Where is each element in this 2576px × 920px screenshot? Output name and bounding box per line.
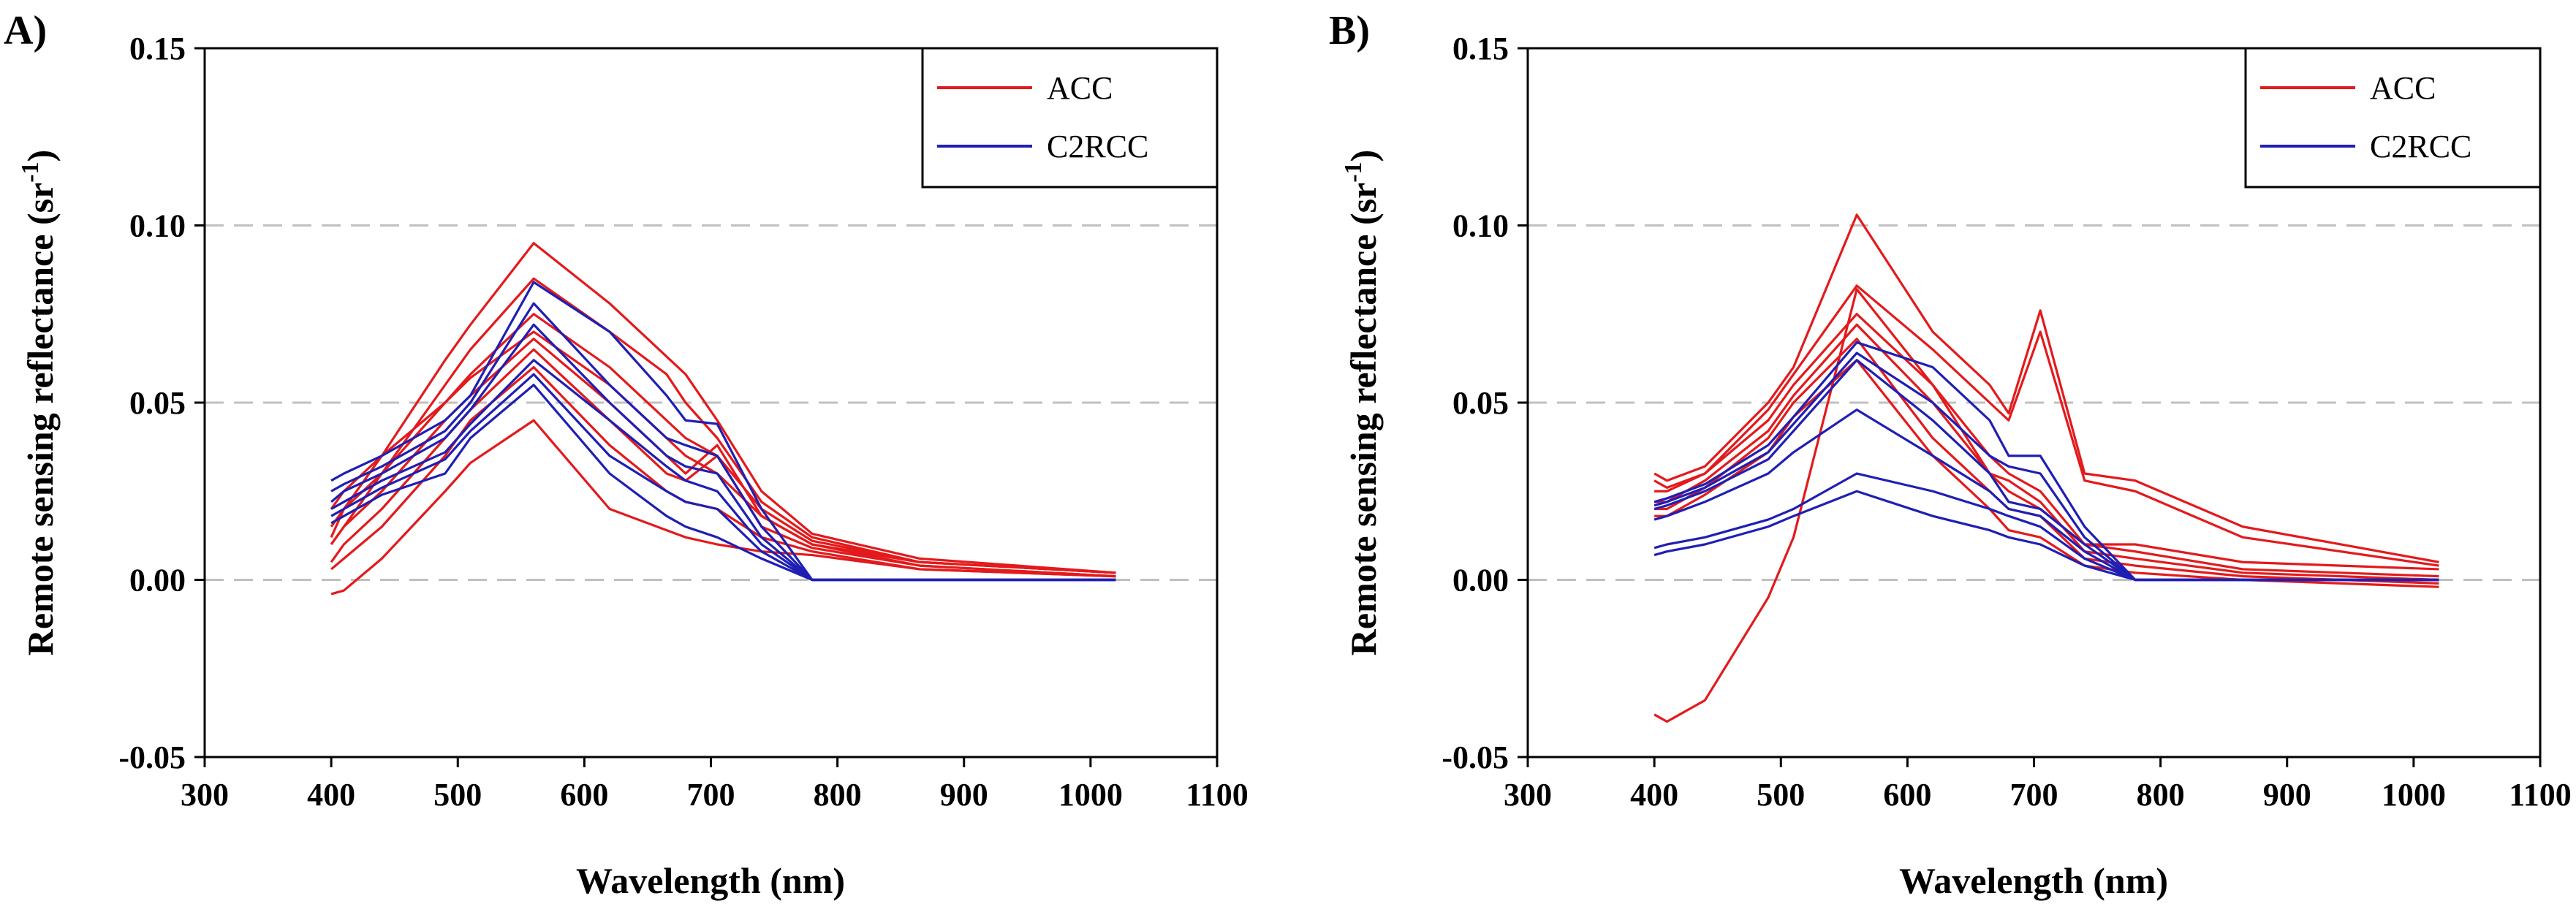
- chart-panel-a: A) 300 400 500 600 700 800 900 1000 1100 -0.05 0.0…: [4, 8, 1249, 901]
- y-tick-label: 0.05: [1452, 385, 1509, 421]
- axis-ticks: 300 400 500 600 700 800 900 1000 1100 -0.05 0.00 0.…: [118, 31, 1248, 813]
- series-line-c2rcc: [330, 281, 1116, 582]
- x-tick-label: 1000: [1058, 777, 1123, 813]
- y-axis-label-main: Remote sensing reflectance (sr: [20, 183, 61, 655]
- series-line-acc: [1654, 338, 2439, 585]
- x-tick-label: 700: [2010, 777, 2058, 813]
- y-axis-label-sup: -1: [17, 161, 44, 182]
- x-tick-label: 400: [307, 777, 355, 813]
- x-tick-label: 800: [2137, 777, 2185, 813]
- series-line-acc: [1653, 284, 2439, 567]
- panel-label: B): [1329, 8, 1370, 53]
- x-tick-label: 800: [814, 777, 862, 813]
- legend: ACC C2RCC: [921, 47, 1219, 189]
- series-line-acc: [1654, 359, 2439, 588]
- series-line-c2rcc: [330, 302, 1116, 582]
- x-tick-label: 900: [2263, 777, 2311, 813]
- legend-label-acc: ACC: [2370, 70, 2436, 106]
- panel-label: A): [4, 8, 47, 53]
- x-axis-label: Wavelength (nm): [1899, 860, 2168, 901]
- series-line-c2rcc: [1653, 341, 2439, 582]
- series-line-acc: [330, 277, 1116, 574]
- series-line-c2rcc: [330, 373, 1116, 582]
- y-tick-label: 0.10: [129, 208, 186, 244]
- series-line-acc: [330, 348, 1116, 578]
- y-tick-label: 0.00: [129, 563, 186, 598]
- series-lines: [330, 242, 1116, 596]
- series-line-c2rcc: [330, 384, 1116, 582]
- y-axis-label-close: ): [1343, 150, 1384, 162]
- axis-ticks: 300 400 500 600 700 800 900 1000 1100 -0.05 0.00 0.…: [1442, 31, 2571, 813]
- x-tick-label: 1000: [2382, 777, 2446, 813]
- y-axis-label-sup: -1: [1340, 161, 1367, 182]
- legend-box: [921, 47, 1219, 189]
- y-tick-label: -0.05: [1442, 740, 1509, 775]
- series-line-acc: [1654, 323, 2439, 582]
- x-tick-label: 300: [181, 777, 229, 813]
- y-axis-label: Remote sensing reflectance (sr-1): [1340, 150, 1384, 655]
- series-line-c2rcc: [1653, 490, 2439, 582]
- x-tick-label: 600: [560, 777, 608, 813]
- series-lines: [1653, 213, 2439, 723]
- legend-label-acc: ACC: [1047, 70, 1113, 106]
- x-tick-label: 900: [940, 777, 988, 813]
- series-line-acc: [330, 242, 1116, 574]
- y-tick-label: 0.00: [1452, 563, 1509, 598]
- gridlines: [205, 224, 1217, 581]
- x-tick-label: 400: [1630, 777, 1678, 813]
- series-line-acc: [330, 419, 1116, 596]
- chart-panel-b: B) 300 400 500 600 700 800 900 1000 1100 -0.05 0.0…: [1329, 8, 2572, 901]
- legend-box: [2244, 47, 2542, 189]
- y-tick-label: 0.10: [1452, 208, 1509, 244]
- x-tick-label: 1100: [2509, 777, 2572, 813]
- y-tick-label: 0.15: [129, 31, 186, 66]
- x-tick-label: 700: [687, 777, 735, 813]
- legend-label-c2rcc: C2RCC: [1047, 129, 1148, 164]
- series-line-acc: [1654, 313, 2439, 578]
- series-line-acc: [1653, 213, 2439, 563]
- y-tick-label: -0.05: [118, 740, 186, 775]
- x-axis-label: Wavelength (nm): [576, 860, 845, 901]
- x-tick-label: 500: [1757, 777, 1805, 813]
- x-tick-label: 600: [1883, 777, 1931, 813]
- gridlines: [1528, 224, 2540, 581]
- y-axis-label-close: ): [20, 150, 61, 162]
- legend-label-c2rcc: C2RCC: [2370, 129, 2471, 164]
- x-tick-label: 300: [1504, 777, 1552, 813]
- y-axis-label: Remote sensing reflectance (sr-1): [17, 150, 61, 655]
- series-line-acc: [330, 365, 1116, 578]
- y-axis-label-main: Remote sensing reflectance (sr: [1343, 183, 1384, 655]
- series-line-c2rcc: [1653, 408, 2439, 582]
- legend: ACC C2RCC: [2244, 47, 2542, 189]
- y-tick-label: 0.15: [1452, 31, 1509, 66]
- x-tick-label: 1100: [1186, 777, 1249, 813]
- x-tick-label: 500: [433, 777, 482, 813]
- y-tick-label: 0.05: [129, 385, 186, 421]
